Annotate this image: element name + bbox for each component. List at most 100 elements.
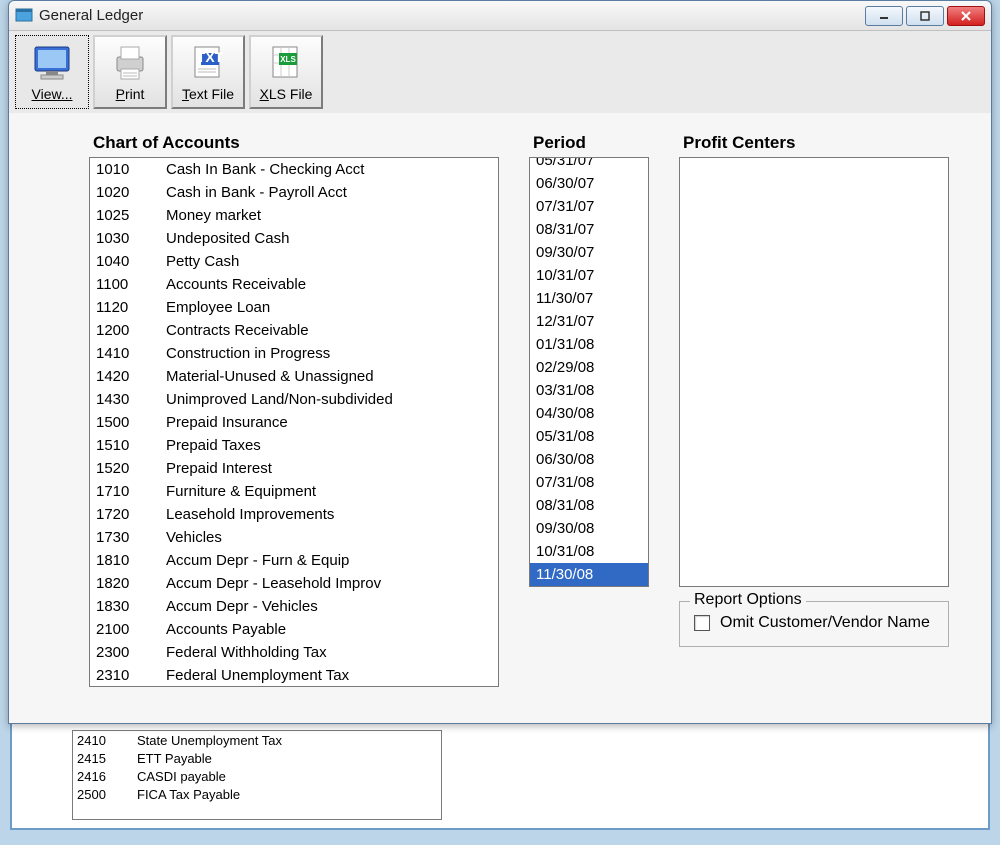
period-row[interactable]: 01/31/08 [530,333,648,356]
period-heading: Period [529,133,649,153]
period-row[interactable]: 11/30/08 [530,563,648,586]
account-row[interactable]: 2100Accounts Payable [90,618,498,641]
omit-checkbox-row[interactable]: Omit Customer/Vendor Name [694,614,934,632]
account-code: 1410 [96,345,166,362]
period-row[interactable]: 08/31/08 [530,494,648,517]
period-row[interactable]: 07/31/07 [530,195,648,218]
account-row[interactable]: 1520Prepaid Interest [90,457,498,480]
toolbar: View... Print TXT [9,31,991,113]
account-row[interactable]: 1430Unimproved Land/Non-subdivided [90,388,498,411]
account-row[interactable]: 1030Undeposited Cash [90,227,498,250]
account-code: 2100 [96,621,166,638]
account-code: 1500 [96,414,166,431]
minimize-button[interactable] [865,6,903,26]
period-row[interactable]: 06/30/08 [530,448,648,471]
account-name: Federal Unemployment Tax [166,667,492,684]
account-row[interactable]: 1025Money market [90,204,498,227]
account-row[interactable]: 1410Construction in Progress [90,342,498,365]
print-label: Print [116,86,145,102]
background-account-row[interactable]: 2500FICA Tax Payable [73,785,441,803]
xlsfile-button[interactable]: XLS XLS File [249,35,323,109]
xls-icon: XLS [265,42,307,84]
account-row[interactable]: 1510Prepaid Taxes [90,434,498,457]
account-row[interactable]: 1120Employee Loan [90,296,498,319]
account-row[interactable]: 1100Accounts Receivable [90,273,498,296]
report-options-group: Report Options Omit Customer/Vendor Name [679,601,949,647]
account-code: 1820 [96,575,166,592]
omit-checkbox[interactable] [694,615,710,631]
period-row[interactable]: 06/30/07 [530,172,648,195]
account-row[interactable]: 1500Prepaid Insurance [90,411,498,434]
account-row[interactable]: 1830Accum Depr - Vehicles [90,595,498,618]
account-code: 1720 [96,506,166,523]
period-row[interactable]: 10/31/07 [530,264,648,287]
account-name: Construction in Progress [166,345,492,362]
account-code: 1430 [96,391,166,408]
account-name: Employee Loan [166,299,492,316]
background-account-row[interactable]: 2410State Unemployment Tax [73,731,441,749]
period-row[interactable]: 11/30/07 [530,287,648,310]
account-name: Money market [166,207,492,224]
period-row[interactable]: 05/31/07 [530,157,648,172]
period-column: Period 05/31/0706/30/0707/31/0708/31/070… [529,133,649,693]
account-row[interactable]: 2300Federal Withholding Tax [90,641,498,664]
period-listbox[interactable]: 05/31/0706/30/0707/31/0708/31/0709/30/07… [529,157,649,587]
account-row[interactable]: 1040Petty Cash [90,250,498,273]
account-code: 1020 [96,184,166,201]
account-row[interactable]: 1730Vehicles [90,526,498,549]
printer-icon [109,42,151,84]
account-row[interactable]: 1810Accum Depr - Furn & Equip [90,549,498,572]
account-name: Prepaid Insurance [166,414,492,431]
account-row[interactable]: 1710Furniture & Equipment [90,480,498,503]
omit-label: Omit Customer/Vendor Name [720,614,930,632]
account-name: Cash In Bank - Checking Acct [166,161,492,178]
account-row[interactable]: 1200Contracts Receivable [90,319,498,342]
period-row[interactable]: 02/29/08 [530,356,648,379]
account-name: Prepaid Taxes [166,437,492,454]
account-code: 1830 [96,598,166,615]
account-code: 1420 [96,368,166,385]
account-name: Furniture & Equipment [166,483,492,500]
close-button[interactable] [947,6,985,26]
accounts-listbox[interactable]: 1010Cash In Bank - Checking Acct1020Cash… [89,157,499,687]
account-row[interactable]: 1420Material-Unused & Unassigned [90,365,498,388]
view-button[interactable]: View... [15,35,89,109]
account-code: 1510 [96,437,166,454]
account-name: Leasehold Improvements [166,506,492,523]
window-title: General Ledger [39,7,143,24]
background-account-row[interactable]: 2416CASDI payable [73,767,441,785]
maximize-button[interactable] [906,6,944,26]
account-name: Cash in Bank - Payroll Acct [166,184,492,201]
background-window: 2410State Unemployment Tax2415ETT Payabl… [10,720,990,830]
account-code: 1010 [96,161,166,178]
period-row[interactable]: 12/31/07 [530,310,648,333]
account-name: Accounts Payable [166,621,492,638]
background-account-row[interactable]: 2415ETT Payable [73,749,441,767]
period-row[interactable]: 03/31/08 [530,379,648,402]
account-row[interactable]: 1020Cash in Bank - Payroll Acct [90,181,498,204]
textfile-label: Text File [182,86,234,102]
account-row[interactable]: 1720Leasehold Improvements [90,503,498,526]
account-name: Federal Withholding Tax [166,644,492,661]
account-name: Accum Depr - Vehicles [166,598,492,615]
period-row[interactable]: 05/31/08 [530,425,648,448]
profit-listbox[interactable] [679,157,949,587]
period-row[interactable]: 10/31/08 [530,540,648,563]
period-row[interactable]: 09/30/07 [530,241,648,264]
period-row[interactable]: 04/30/08 [530,402,648,425]
accounts-heading: Chart of Accounts [89,133,499,153]
background-account-list[interactable]: 2410State Unemployment Tax2415ETT Payabl… [72,730,442,820]
textfile-button[interactable]: TXT Text File [171,35,245,109]
print-button[interactable]: Print [93,35,167,109]
account-name: Vehicles [166,529,492,546]
account-row[interactable]: 2310Federal Unemployment Tax [90,664,498,687]
period-row[interactable]: 07/31/08 [530,471,648,494]
account-row[interactable]: 1010Cash In Bank - Checking Acct [90,158,498,181]
account-code: 1040 [96,253,166,270]
period-row[interactable]: 08/31/07 [530,218,648,241]
period-row[interactable]: 09/30/08 [530,517,648,540]
account-row[interactable]: 1820Accum Depr - Leasehold Improv [90,572,498,595]
account-name: Accum Depr - Furn & Equip [166,552,492,569]
account-code: 1100 [96,276,166,293]
xlsfile-label: XLS File [260,86,313,102]
